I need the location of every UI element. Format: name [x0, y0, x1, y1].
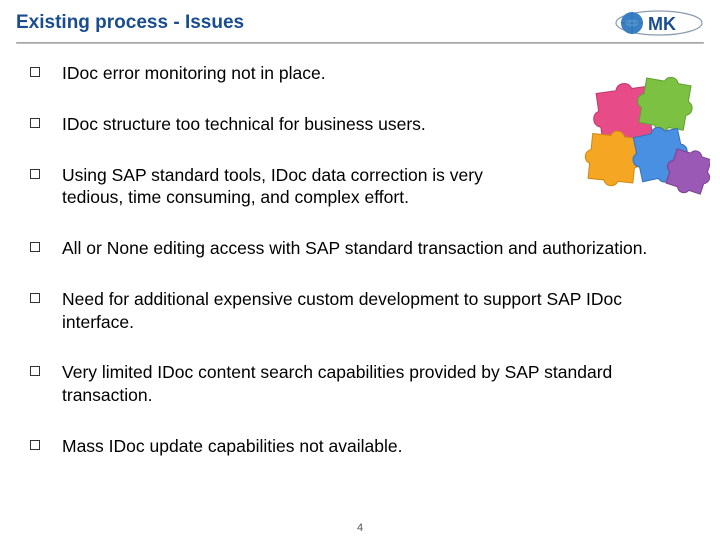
puzzle-graphic [580, 74, 710, 204]
bullet-text: Very limited IDoc content search capabil… [62, 361, 662, 407]
bullet-text: Using SAP standard tools, IDoc data corr… [62, 164, 512, 210]
bullet-text: IDoc structure too technical for busines… [62, 113, 426, 136]
bullet-text: Mass IDoc update capabilities not availa… [62, 435, 402, 458]
checkbox-bullet-icon [30, 242, 40, 252]
company-logo: MK [614, 8, 704, 38]
slide-header: Existing process - Issues MK [0, 0, 720, 42]
bullet-text: Need for additional expensive custom dev… [62, 288, 662, 334]
checkbox-bullet-icon [30, 293, 40, 303]
bullet-item: All or None editing access with SAP stan… [30, 237, 690, 260]
bullet-item: Mass IDoc update capabilities not availa… [30, 435, 690, 458]
page-number: 4 [357, 522, 363, 534]
logo-text: MK [648, 14, 676, 34]
slide-content: IDoc error monitoring not in place. IDoc… [0, 44, 720, 494]
bullet-text: IDoc error monitoring not in place. [62, 62, 326, 85]
slide-title: Existing process - Issues [16, 12, 244, 34]
checkbox-bullet-icon [30, 440, 40, 450]
bullet-text: All or None editing access with SAP stan… [62, 237, 647, 260]
checkbox-bullet-icon [30, 366, 40, 376]
bullet-item: Very limited IDoc content search capabil… [30, 361, 690, 407]
checkbox-bullet-icon [30, 169, 40, 179]
checkbox-bullet-icon [30, 67, 40, 77]
checkbox-bullet-icon [30, 118, 40, 128]
bullet-item: Need for additional expensive custom dev… [30, 288, 690, 334]
